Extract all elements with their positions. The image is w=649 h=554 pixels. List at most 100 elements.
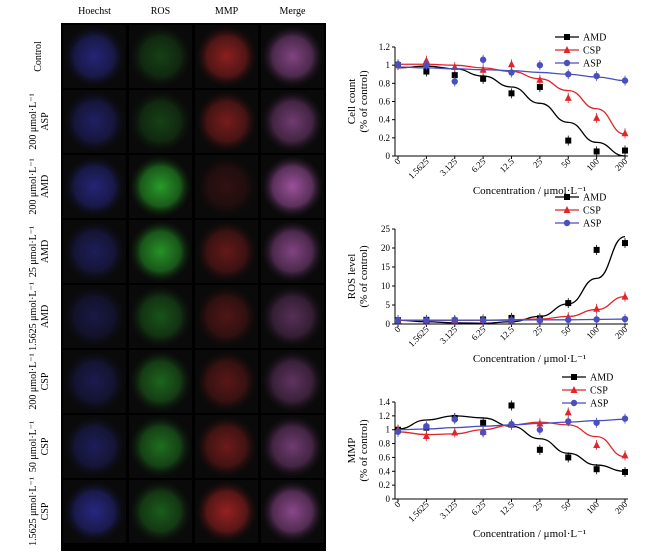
data-point-csp: [479, 427, 487, 435]
row-label-line: Control: [33, 41, 44, 72]
fit-curve-csp: [397, 63, 626, 135]
data-point-asp: [423, 61, 430, 69]
cell-cluster: [64, 351, 125, 412]
data-point-asp: [479, 317, 487, 324]
data-point-amd: [423, 68, 430, 75]
data-point-amd: [565, 137, 572, 144]
y-tick-label: 0.2: [379, 133, 390, 143]
row-label: 200 μmol·L⁻¹AMD: [28, 158, 51, 214]
data-point-asp: [451, 316, 458, 324]
data-point-csp: [394, 61, 402, 69]
cell-cluster: [262, 91, 323, 152]
cell-cluster: [262, 221, 323, 282]
data-point-csp: [422, 316, 430, 324]
data-point-amd: [423, 424, 430, 431]
data-point-amd: [451, 317, 458, 324]
cell-cluster: [196, 416, 257, 477]
x-tick-label: 6.25: [469, 324, 488, 343]
legend-label-asp: ASP: [583, 59, 602, 70]
cell-cluster: [196, 286, 257, 347]
y-axis-label-line: Cell count: [346, 79, 358, 125]
x-tick-label: 200: [613, 499, 630, 516]
cell-cluster: [262, 26, 323, 87]
legend-marker: [570, 386, 578, 393]
y-tick-label: 0.8: [379, 78, 391, 88]
fit-curve-asp: [397, 418, 626, 431]
data-point-csp: [479, 316, 487, 324]
data-point-amd: [508, 314, 515, 321]
data-point-csp: [536, 315, 544, 323]
y-tick-label: 0: [386, 151, 391, 161]
row-label: 1.5625 μmol·L⁻¹CSP: [28, 477, 51, 546]
data-point-amd: [423, 316, 430, 323]
cell-cluster: [196, 156, 257, 217]
column-header-mmp: MMP: [215, 6, 239, 17]
data-point-csp: [451, 62, 459, 70]
data-point-asp: [451, 78, 458, 85]
data-point-amd: [622, 240, 628, 247]
data-point-asp: [593, 72, 600, 80]
data-point-asp: [621, 415, 629, 422]
data-point-csp: [621, 129, 629, 137]
x-tick-label: 12.5: [498, 324, 517, 343]
data-point-csp: [536, 75, 544, 83]
fit-curve-csp: [397, 295, 626, 321]
data-point-csp: [536, 419, 544, 427]
y-axis-label: MMP(% of control): [346, 419, 370, 482]
x-tick-label: 6.25: [469, 499, 488, 518]
data-point-asp: [565, 316, 572, 324]
column-header-ros: ROS: [151, 6, 170, 17]
x-tick-label: 50: [559, 156, 573, 170]
y-tick-label: 1.4: [379, 397, 391, 407]
row-label: 1.5625 μmol·L⁻¹AMD: [28, 282, 51, 351]
data-point-csp: [394, 425, 402, 433]
cell-cluster: [196, 221, 257, 282]
fit-curve-csp: [397, 421, 626, 458]
data-point-asp: [479, 56, 487, 63]
legend-marker: [570, 399, 578, 407]
data-point-csp: [564, 93, 572, 101]
row-label-line: AMD: [40, 305, 51, 328]
x-tick-label: 100: [584, 499, 601, 516]
cell-cluster: [262, 286, 323, 347]
x-tick-label: 12.5: [498, 156, 517, 175]
fit-curve-amd: [397, 415, 626, 472]
x-tick-label: 6.25: [469, 156, 488, 175]
data-point-asp: [508, 420, 515, 428]
data-point-asp: [451, 416, 458, 423]
data-point-amd: [395, 426, 401, 433]
row-label: 50 μmol·L⁻¹CSP: [28, 421, 51, 472]
data-point-csp: [508, 60, 515, 68]
legend-marker: [563, 206, 571, 213]
fit-curve-asp: [397, 318, 626, 321]
legend-marker: [563, 59, 571, 67]
data-point-csp: [508, 316, 515, 324]
chart-mmp: 00.20.40.60.811.21.40 1.5625 3.125 6.25 12.5…: [346, 373, 630, 541]
x-tick-label: 0: [392, 156, 403, 167]
x-tick-label: 200: [613, 156, 630, 173]
legend-label-amd: AMD: [590, 373, 613, 384]
cell-cluster: [64, 416, 125, 477]
data-point-amd: [622, 147, 628, 154]
chart-cell-count: 00.20.40.60.811.20 1.5625 3.125 6.25 12.5 25 5…: [346, 33, 630, 198]
legend-label-amd: AMD: [583, 33, 606, 44]
data-point-csp: [564, 313, 572, 321]
y-axis-label-line: ROS level: [346, 254, 358, 300]
data-point-amd: [508, 402, 515, 409]
data-point-asp: [621, 77, 629, 84]
cell-cluster: [130, 91, 191, 152]
x-axis-label: Concentration / μmol·L⁻¹: [473, 528, 586, 540]
cell-cluster: [130, 156, 191, 217]
x-tick-label: 0: [392, 499, 403, 510]
data-point-amd: [593, 148, 600, 155]
y-axis-label: Cell count(% of control): [346, 70, 370, 133]
legend-label-csp: CSP: [590, 386, 608, 397]
data-point-amd: [536, 315, 543, 322]
x-tick-label: 25: [531, 324, 545, 338]
row-label: 25 μmol·L⁻¹AMD: [28, 226, 51, 277]
y-tick-label: 5: [386, 300, 391, 310]
cell-cluster: [64, 221, 125, 282]
data-point-amd: [480, 419, 487, 426]
y-tick-label: 1.2: [379, 411, 390, 421]
